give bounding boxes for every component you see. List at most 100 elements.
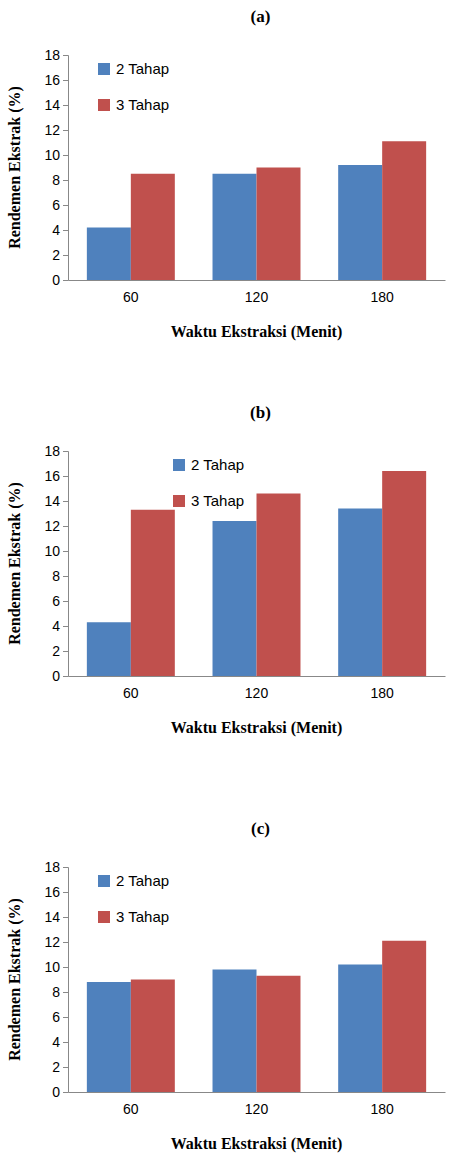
- tick-label: 2: [52, 643, 60, 659]
- x-axis-title: Waktu Ekstraksi (Menit): [171, 1135, 343, 1153]
- bar: [213, 521, 257, 676]
- tick: 0: [52, 1084, 68, 1100]
- legend-label: 3 Tahap: [116, 96, 169, 113]
- tick: 10: [44, 543, 68, 559]
- tick-mark: [63, 1017, 68, 1018]
- tick-label: 4: [52, 618, 60, 634]
- bar: [87, 982, 131, 1092]
- tick-label: 180: [370, 685, 394, 701]
- tick-mark: [63, 1042, 68, 1043]
- tick: 6: [52, 1009, 68, 1025]
- tick-label: 180: [370, 1101, 394, 1117]
- axis-line: [63, 56, 69, 281]
- tick-label: 16: [44, 72, 60, 88]
- tick-label: 4: [52, 222, 60, 238]
- legend-label: 3 Tahap: [116, 908, 169, 925]
- tick: 12: [44, 934, 68, 950]
- tick-mark: [63, 130, 68, 131]
- bar: [87, 622, 131, 676]
- axis-line: [69, 676, 446, 677]
- tick-mark: [63, 967, 68, 968]
- y-axis-title: Rendemen Ekstrak (%): [6, 482, 24, 645]
- y-axis: 024681012141618: [44, 47, 68, 288]
- tick-mark: [63, 942, 68, 943]
- tick-mark: [63, 651, 68, 652]
- figure: (a)02468101214161860120180Waktu Ekstraks…: [0, 0, 462, 1162]
- tick-label: 16: [44, 884, 60, 900]
- tick-label: 10: [44, 147, 60, 163]
- tick: 18: [44, 859, 68, 875]
- tick-mark: [63, 280, 68, 281]
- tick: 180: [370, 1101, 394, 1117]
- bar: [338, 965, 382, 1093]
- tick: 8: [52, 568, 68, 584]
- tick-label: 12: [44, 934, 60, 950]
- legend: 2 Tahap3 Tahap: [173, 456, 244, 509]
- tick-mark: [63, 676, 68, 677]
- tick: 2: [52, 1059, 68, 1075]
- tick: 10: [44, 959, 68, 975]
- legend: 2 Tahap 3 Tahap: [98, 60, 169, 113]
- tick: 14: [44, 493, 68, 509]
- tick: 12: [44, 518, 68, 534]
- axis-line: [69, 1092, 446, 1093]
- legend-label: 2 Tahap: [191, 456, 244, 473]
- bars: [87, 471, 426, 676]
- tick-label: 18: [44, 443, 60, 459]
- tick-mark: [63, 476, 68, 477]
- legend-swatch: [98, 875, 110, 887]
- tick-label: 120: [245, 1101, 269, 1117]
- tick-label: 6: [52, 593, 60, 609]
- tick: 18: [44, 47, 68, 63]
- tick-label: 12: [44, 122, 60, 138]
- tick: 180: [370, 289, 394, 305]
- bar: [87, 228, 131, 281]
- tick: 8: [52, 172, 68, 188]
- tick: 14: [44, 97, 68, 113]
- legend-item: 3 Tahap: [98, 96, 169, 113]
- tick: 180: [370, 685, 394, 701]
- tick-label: 14: [44, 909, 60, 925]
- tick-label: 0: [52, 1084, 60, 1100]
- tick-mark: [63, 155, 68, 156]
- y-axis-title: Rendemen Ekstrak (%): [6, 86, 24, 249]
- tick-label: 2: [52, 247, 60, 263]
- tick-label: 60: [123, 685, 139, 701]
- tick-mark: [63, 1067, 68, 1068]
- tick-label: 2: [52, 1059, 60, 1075]
- tick-label: 0: [52, 668, 60, 684]
- tick: 60: [123, 289, 139, 305]
- tick: 120: [245, 289, 269, 305]
- tick-label: 14: [44, 493, 60, 509]
- tick-label: 4: [52, 1034, 60, 1050]
- legend: 2 Tahap 3 Tahap: [98, 872, 169, 925]
- axis-line: [63, 868, 69, 1093]
- tick-label: 60: [123, 289, 139, 305]
- legend-label: 2 Tahap: [116, 60, 169, 77]
- tick-label: 6: [52, 197, 60, 213]
- tick: 60: [123, 685, 139, 701]
- tick-mark: [63, 601, 68, 602]
- tick-mark: [63, 1092, 68, 1093]
- tick-mark: [63, 230, 68, 231]
- tick-label: 8: [52, 172, 60, 188]
- bar: [338, 165, 382, 280]
- x-axis: 60 120 180: [69, 1093, 446, 1117]
- bars: [87, 141, 426, 280]
- tick: 60: [123, 1101, 139, 1117]
- legend-label: 2 Tahap: [116, 872, 169, 889]
- bar: [257, 494, 301, 677]
- axis-line: [63, 452, 69, 677]
- tick: 16: [44, 72, 68, 88]
- bar: [257, 976, 301, 1092]
- tick-mark: [63, 526, 68, 527]
- tick-label: 8: [52, 568, 60, 584]
- bar: [338, 509, 382, 677]
- tick: 10: [44, 147, 68, 163]
- tick-label: 60: [123, 1101, 139, 1117]
- panel: (c)02468101214161860120180Waktu Ekstraks…: [6, 819, 446, 1153]
- tick: 120: [245, 685, 269, 701]
- tick: 16: [44, 468, 68, 484]
- tick-mark: [63, 501, 68, 502]
- tick-label: 120: [245, 289, 269, 305]
